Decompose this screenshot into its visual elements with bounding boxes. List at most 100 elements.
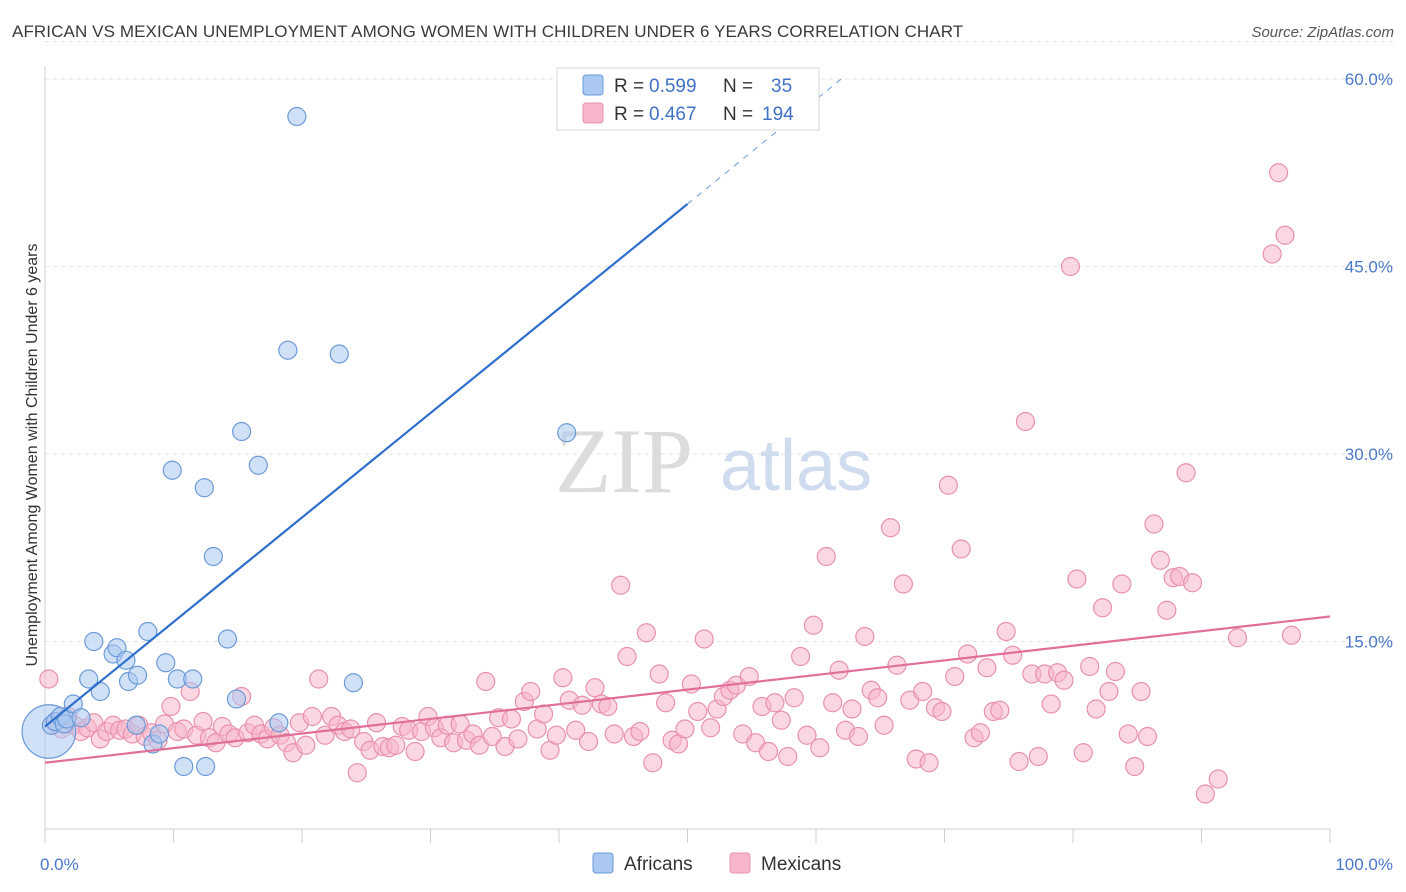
watermark-atlas: atlas: [720, 426, 872, 506]
x-tick-label-1: 100.0%: [1335, 855, 1393, 874]
mexicans-point-54: [386, 735, 406, 755]
africans-point-37: [557, 423, 577, 443]
mexicans-point-129: [868, 688, 888, 708]
x-tick-label-0: 0.0%: [40, 855, 79, 874]
mexicans-point-19: [161, 696, 181, 717]
mexicans-point-120: [810, 738, 830, 758]
axes: [44, 66, 1331, 843]
mexicans-point-172: [1144, 514, 1164, 534]
mexicans-point-152: [1015, 411, 1036, 432]
legend-r-label-africans: R =: [614, 76, 644, 97]
mexicans-point-183: [1275, 225, 1295, 245]
mexicans-point-177: [1176, 463, 1196, 483]
mexicans-point-42: [309, 669, 329, 689]
legend-n-value-africans: 35: [771, 76, 792, 97]
africans-point-10: [90, 681, 110, 702]
africans-point-35: [196, 756, 216, 777]
mexicans-point-85: [585, 678, 605, 698]
mexicans-point-40: [296, 735, 316, 755]
mexicans-point-123: [829, 660, 849, 680]
mexicans-point-112: [758, 741, 779, 762]
mexicans-point-143: [958, 644, 978, 664]
mexicans-point-137: [919, 753, 939, 773]
mexicans-point-96: [656, 693, 676, 713]
mexicans-point-161: [1073, 743, 1093, 763]
mexicans-point-94: [643, 753, 663, 773]
africans-point-32: [287, 106, 307, 127]
legend-n-value-mexicans: 194: [762, 104, 794, 125]
mexicans-point-141: [945, 666, 965, 687]
mexicans-point-169: [1125, 756, 1145, 777]
mexicans-point-146: [977, 658, 997, 678]
mexicans-point-166: [1105, 661, 1126, 682]
mexicans-point-148: [990, 700, 1010, 720]
mexicans-point-75: [521, 681, 541, 702]
legend-n-label-africans: N =: [723, 76, 753, 97]
mexicans-point-165: [1099, 681, 1119, 702]
y-tick-label-1: 30.0%: [1345, 445, 1393, 464]
africans-point-8: [79, 669, 99, 689]
mexicans-point-102: [694, 629, 714, 649]
grid-lines: [45, 41, 1393, 642]
mexicans-point-114: [771, 710, 791, 730]
africans-point-28: [232, 421, 252, 442]
mexicans-point-168: [1118, 724, 1138, 744]
mexicans-point-164: [1092, 598, 1113, 618]
africans-point-26: [217, 629, 238, 649]
y-tick-label-2: 45.0%: [1345, 258, 1393, 277]
africans-point-30: [269, 713, 289, 733]
mexicans-point-119: [803, 615, 824, 635]
mexicans-point-173: [1150, 550, 1170, 570]
africans-point-27: [226, 689, 247, 709]
mexicans-point-68: [476, 671, 496, 692]
mexicans-point-117: [790, 646, 811, 667]
africans-point-7: [71, 708, 91, 728]
mexicans-point-72: [501, 709, 522, 729]
africans-point-20: [156, 653, 176, 673]
chart-title: AFRICAN VS MEXICAN UNEMPLOYMENT AMONG WO…: [12, 22, 964, 41]
mexicans-point-160: [1067, 569, 1087, 589]
mexicans-point-101: [688, 701, 708, 722]
mexicans-point-182: [1268, 163, 1289, 183]
africans-trend-line: [44, 203, 689, 728]
source-label: Source: ZipAtlas.com: [1251, 24, 1394, 41]
mexicans-point-125: [842, 699, 862, 719]
legend-swatch-mexicans: [582, 102, 604, 124]
mexicans-point-88: [604, 724, 624, 744]
mexicans-point-145: [970, 723, 991, 743]
mexicans-point-156: [1041, 694, 1061, 714]
mexicans-point-0: [39, 669, 59, 689]
mexicans-point-170: [1131, 681, 1151, 702]
mexicans-point-122: [823, 693, 843, 713]
mexicans-point-150: [1003, 645, 1023, 665]
mexicans-point-163: [1086, 699, 1106, 719]
africans-point-25: [203, 546, 223, 567]
mexicans-point-113: [765, 693, 785, 713]
mexicans-point-167: [1112, 574, 1132, 594]
mexicans-point-136: [913, 681, 933, 702]
mexicans-point-180: [1208, 769, 1228, 789]
bottom-legend-mexicans: Mexicans: [761, 854, 841, 875]
mexicans-point-149: [996, 621, 1016, 642]
africans-point-21: [162, 460, 182, 480]
watermark-zip: ZIP: [555, 410, 693, 512]
mexicans-point-142: [951, 539, 971, 559]
y-axis-label: Unemployment Among Women with Children U…: [24, 243, 41, 666]
bottom-legend-africans: Africans: [624, 854, 693, 875]
africans-point-15: [127, 665, 148, 685]
mexicans-point-41: [302, 706, 322, 727]
mexicans-point-171: [1137, 726, 1158, 747]
mexicans-point-179: [1195, 784, 1215, 804]
africans-point-33: [329, 344, 349, 364]
africans-point-9: [84, 631, 104, 652]
mexicans-point-73: [508, 729, 528, 749]
legend-swatch-africans: [582, 74, 604, 96]
mexicans-point-127: [855, 626, 875, 647]
africans-trend-extension: [687, 78, 843, 205]
mexicans-point-24: [193, 711, 213, 732]
mexicans-point-89: [611, 575, 631, 595]
mexicans-point-118: [797, 725, 817, 745]
africans-point-17: [138, 621, 158, 642]
mexicans-point-116: [784, 688, 804, 708]
mexicans-point-140: [938, 475, 958, 495]
